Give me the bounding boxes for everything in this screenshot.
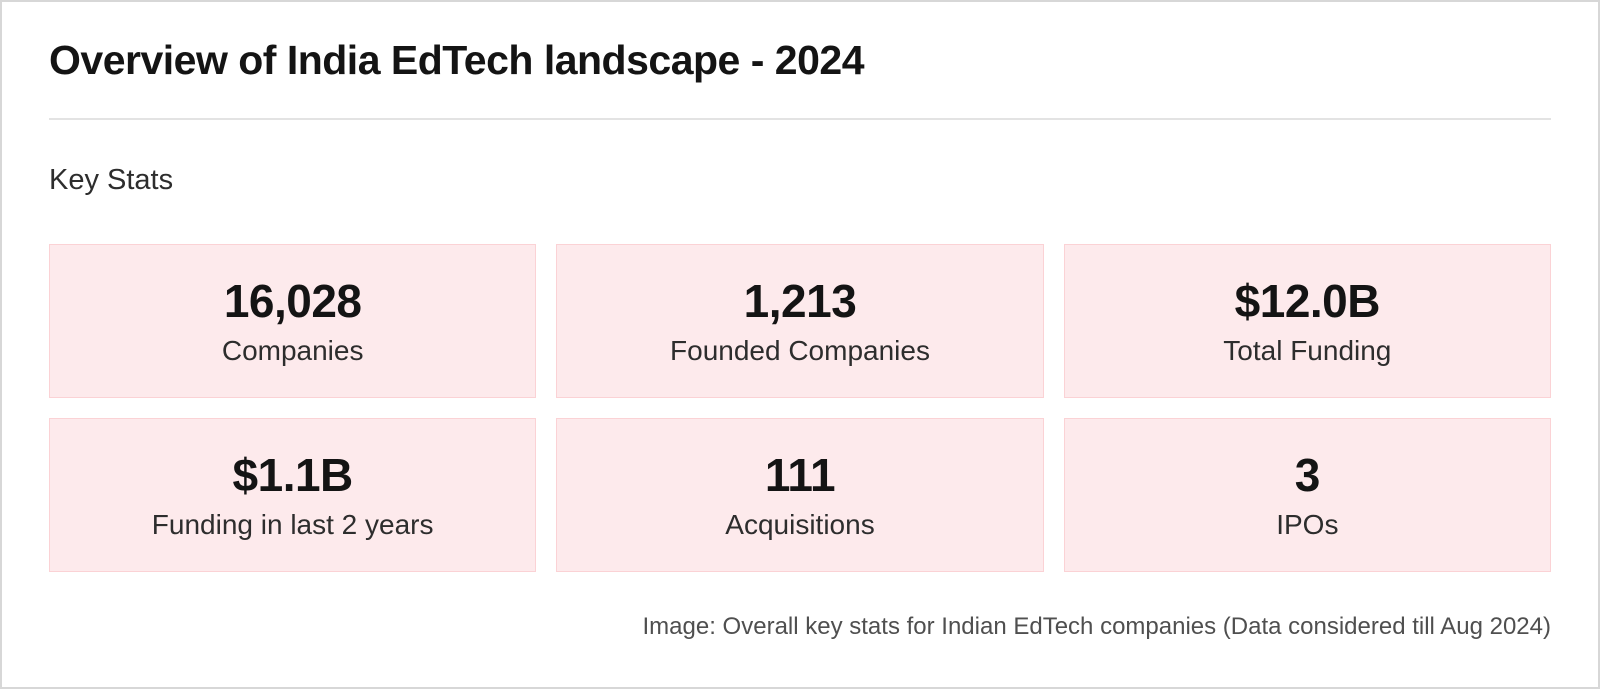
- stat-card-total-funding: $12.0B Total Funding: [1063, 244, 1551, 399]
- stat-value: 111: [764, 448, 836, 501]
- stat-label: Acquisitions: [725, 508, 875, 540]
- figure-caption: Image: Overall key stats for Indian EdTe…: [642, 613, 1551, 641]
- stat-card-founded-companies: 1,213 Founded Companies: [556, 244, 1044, 399]
- stat-value: 16,028: [223, 274, 362, 327]
- section-heading-key-stats: Key Stats: [49, 164, 174, 197]
- stat-value: $12.0B: [1234, 274, 1381, 327]
- page-title: Overview of India EdTech landscape - 202…: [49, 37, 865, 83]
- stat-value: 1,213: [743, 274, 857, 327]
- stat-label: IPOs: [1276, 508, 1339, 540]
- stat-label: Funding in last 2 years: [151, 508, 434, 540]
- stat-card-ipos: 3 IPOs: [1063, 418, 1551, 573]
- stats-grid: 16,028 Companies 1,213 Founded Companies…: [49, 244, 1551, 573]
- stat-card-companies: 16,028 Companies: [49, 244, 537, 399]
- stat-card-acquisitions: 111 Acquisitions: [556, 418, 1044, 573]
- title-divider: [49, 118, 1551, 121]
- stat-label: Companies: [221, 334, 364, 366]
- stat-label: Founded Companies: [670, 334, 930, 366]
- stat-label: Total Funding: [1223, 334, 1392, 366]
- stat-card-funding-last-2-years: $1.1B Funding in last 2 years: [49, 418, 537, 573]
- stat-value: $1.1B: [232, 448, 354, 501]
- stat-value: 3: [1294, 448, 1321, 501]
